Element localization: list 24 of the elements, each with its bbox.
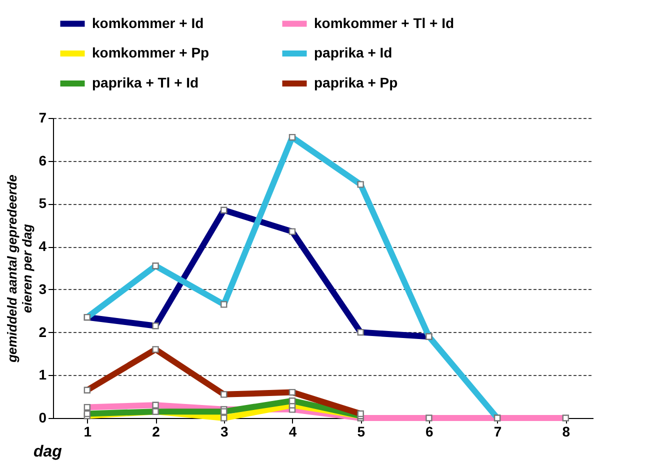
y-tick-label: 7 — [38, 110, 47, 126]
x-tick-label: 5 — [357, 424, 366, 440]
legend-label: paprika + Pp — [314, 74, 398, 90]
y-tick-label: 2 — [38, 324, 47, 340]
x-tick-label: 4 — [288, 424, 297, 440]
x-tick-label: 1 — [84, 424, 92, 440]
x-tick-label: 7 — [494, 424, 502, 440]
legend-label: komkommer + Tl + Id — [314, 14, 454, 31]
y-tick-label: 3 — [38, 280, 47, 297]
x-tick-label: 3 — [220, 424, 228, 440]
y-tick-label: 6 — [38, 152, 47, 168]
legend-label: paprika + Id — [314, 44, 392, 60]
x-tick-label: 2 — [152, 424, 160, 440]
legend-label: komkommer + Pp — [92, 44, 210, 60]
legend-label: komkommer + Id — [92, 14, 204, 31]
y-tick-label: 4 — [38, 238, 47, 254]
y-tick-label: 5 — [38, 195, 47, 212]
x-axis-title: dag — [34, 444, 62, 460]
y-tick-label: 1 — [38, 366, 47, 383]
y-tick-label: 0 — [38, 410, 47, 426]
legend-label: paprika + Tl + Id — [92, 74, 199, 90]
x-tick-label: 8 — [562, 424, 570, 440]
y-axis-title: gemiddeld aantal gepredeerde eieren per dag — [4, 174, 35, 364]
x-tick-label: 6 — [426, 424, 434, 440]
